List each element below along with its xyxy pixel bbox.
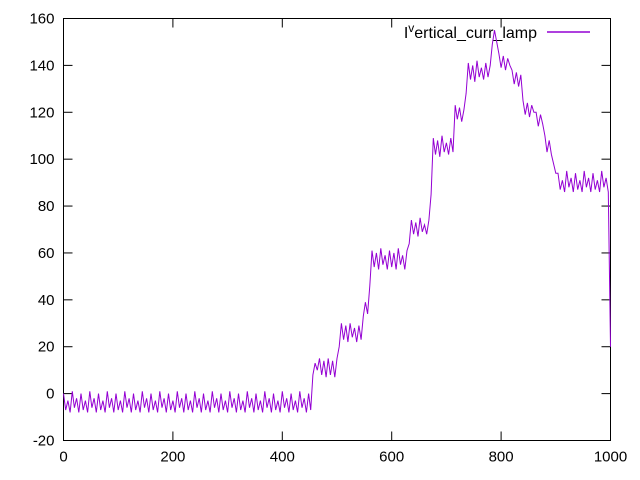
x-axis-tick-labels: 0 200 400 600 800 1000 xyxy=(59,449,627,466)
y-tick-label: 80 xyxy=(38,198,55,215)
legend-label-prefix: I xyxy=(404,25,408,42)
y-tick-label: 100 xyxy=(29,151,54,168)
y-tick-label: -20 xyxy=(33,433,55,450)
data-series-group xyxy=(63,30,611,413)
y-tick-label: 140 xyxy=(29,57,54,74)
x-tick-label: 800 xyxy=(489,449,514,466)
y-tick-label: 160 xyxy=(29,11,54,28)
legend-label-superscript: v xyxy=(408,21,414,35)
y-tick-label: 120 xyxy=(29,104,54,121)
x-tick-label: 1000 xyxy=(594,449,627,466)
x-tick-label: 0 xyxy=(59,449,67,466)
y-axis-tick-labels: -20 0 20 40 60 80 100 120 140 160 xyxy=(29,11,54,450)
axis-ticks xyxy=(63,18,611,441)
series-line xyxy=(63,30,611,413)
legend: Ivertical_curr_lamp xyxy=(404,21,590,42)
legend-label-rest: ertical_curr_lamp xyxy=(414,25,537,42)
y-tick-label: 20 xyxy=(38,339,55,356)
y-tick-label: 0 xyxy=(46,386,54,403)
y-tick-label: 60 xyxy=(38,245,55,262)
y-tick-label: 40 xyxy=(38,292,55,309)
x-tick-label: 400 xyxy=(270,449,295,466)
plot-border xyxy=(63,18,611,441)
x-tick-label: 200 xyxy=(160,449,185,466)
legend-label: Ivertical_curr_lamp xyxy=(404,21,537,42)
x-tick-label: 600 xyxy=(379,449,404,466)
